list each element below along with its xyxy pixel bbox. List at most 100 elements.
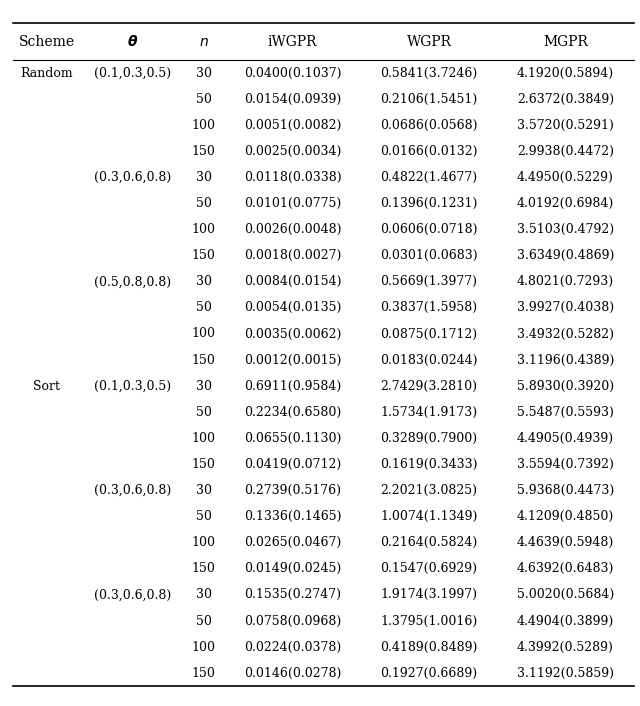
Text: 0.3289(0.7900): 0.3289(0.7900) xyxy=(380,432,477,445)
Text: 0.0026(0.0048): 0.0026(0.0048) xyxy=(244,223,341,236)
Text: 4.4904(0.3899): 4.4904(0.3899) xyxy=(516,614,614,628)
Text: $\boldsymbol{\theta}$: $\boldsymbol{\theta}$ xyxy=(127,34,138,49)
Text: iWGPR: iWGPR xyxy=(268,35,317,49)
Text: 0.5841(3.7246): 0.5841(3.7246) xyxy=(380,66,477,80)
Text: 50: 50 xyxy=(196,406,212,419)
Text: 4.0192(0.6984): 4.0192(0.6984) xyxy=(516,197,614,210)
Text: 1.3795(1.0016): 1.3795(1.0016) xyxy=(380,614,477,628)
Text: 1.9174(3.1997): 1.9174(3.1997) xyxy=(380,588,477,602)
Text: 0.0051(0.0082): 0.0051(0.0082) xyxy=(244,119,341,132)
Text: Scheme: Scheme xyxy=(19,35,75,49)
Text: 150: 150 xyxy=(192,458,216,471)
Text: 3.4932(0.5282): 3.4932(0.5282) xyxy=(517,328,614,340)
Text: 0.5669(1.3977): 0.5669(1.3977) xyxy=(380,275,477,288)
Text: 30: 30 xyxy=(196,275,212,288)
Text: WGPR: WGPR xyxy=(406,35,451,49)
Text: 0.0224(0.0378): 0.0224(0.0378) xyxy=(244,640,341,654)
Text: 0.0183(0.0244): 0.0183(0.0244) xyxy=(380,354,477,366)
Text: 0.0154(0.0939): 0.0154(0.0939) xyxy=(244,92,341,106)
Text: 0.2739(0.5176): 0.2739(0.5176) xyxy=(244,484,341,497)
Text: 50: 50 xyxy=(196,92,212,106)
Text: 0.6911(0.9584): 0.6911(0.9584) xyxy=(244,380,341,393)
Text: 30: 30 xyxy=(196,171,212,184)
Text: 3.5594(0.7392): 3.5594(0.7392) xyxy=(517,458,614,471)
Text: (0.1,0.3,0.5): (0.1,0.3,0.5) xyxy=(93,66,171,80)
Text: 2.2021(3.0825): 2.2021(3.0825) xyxy=(380,484,477,497)
Text: (0.3,0.6,0.8): (0.3,0.6,0.8) xyxy=(93,588,171,602)
Text: 0.0018(0.0027): 0.0018(0.0027) xyxy=(244,249,341,262)
Text: 50: 50 xyxy=(196,301,212,314)
Text: 0.1927(0.6689): 0.1927(0.6689) xyxy=(380,666,477,680)
Text: 0.2106(1.5451): 0.2106(1.5451) xyxy=(380,92,477,106)
Text: 5.8930(0.3920): 5.8930(0.3920) xyxy=(517,380,614,393)
Text: 30: 30 xyxy=(196,484,212,497)
Text: 30: 30 xyxy=(196,588,212,602)
Text: 4.4905(0.4939): 4.4905(0.4939) xyxy=(517,432,614,445)
Text: 150: 150 xyxy=(192,145,216,158)
Text: 0.0419(0.0712): 0.0419(0.0712) xyxy=(244,458,341,471)
Text: 0.0035(0.0062): 0.0035(0.0062) xyxy=(244,328,341,340)
Text: 4.4950(0.5229): 4.4950(0.5229) xyxy=(517,171,614,184)
Text: 0.2164(0.5824): 0.2164(0.5824) xyxy=(380,537,477,549)
Text: 0.0054(0.0135): 0.0054(0.0135) xyxy=(244,301,341,314)
Text: 150: 150 xyxy=(192,249,216,262)
Text: 100: 100 xyxy=(192,432,216,445)
Text: 0.0118(0.0338): 0.0118(0.0338) xyxy=(244,171,341,184)
Text: 5.9368(0.4473): 5.9368(0.4473) xyxy=(516,484,614,497)
Text: (0.1,0.3,0.5): (0.1,0.3,0.5) xyxy=(93,380,171,393)
Text: Random: Random xyxy=(20,66,73,80)
Text: 0.0012(0.0015): 0.0012(0.0015) xyxy=(244,354,341,366)
Text: 4.4639(0.5948): 4.4639(0.5948) xyxy=(516,537,614,549)
Text: 3.6349(0.4869): 3.6349(0.4869) xyxy=(516,249,614,262)
Text: 100: 100 xyxy=(192,328,216,340)
Text: 3.1192(0.5859): 3.1192(0.5859) xyxy=(517,666,614,680)
Text: 0.0265(0.0467): 0.0265(0.0467) xyxy=(244,537,341,549)
Text: 100: 100 xyxy=(192,640,216,654)
Text: 0.1336(0.1465): 0.1336(0.1465) xyxy=(244,510,341,523)
Text: 0.0166(0.0132): 0.0166(0.0132) xyxy=(380,145,477,158)
Text: 0.0758(0.0968): 0.0758(0.0968) xyxy=(244,614,341,628)
Text: 0.1535(0.2747): 0.1535(0.2747) xyxy=(244,588,341,602)
Text: 4.1209(0.4850): 4.1209(0.4850) xyxy=(516,510,614,523)
Text: 0.1619(0.3433): 0.1619(0.3433) xyxy=(380,458,477,471)
Text: 2.9938(0.4472): 2.9938(0.4472) xyxy=(517,145,614,158)
Text: 50: 50 xyxy=(196,197,212,210)
Text: 0.4822(1.4677): 0.4822(1.4677) xyxy=(380,171,477,184)
Text: 0.0084(0.0154): 0.0084(0.0154) xyxy=(244,275,341,288)
Text: 0.0101(0.0775): 0.0101(0.0775) xyxy=(244,197,341,210)
Text: 50: 50 xyxy=(196,510,212,523)
Text: 3.5103(0.4792): 3.5103(0.4792) xyxy=(517,223,614,236)
Text: 4.3992(0.5289): 4.3992(0.5289) xyxy=(517,640,614,654)
Text: (0.3,0.6,0.8): (0.3,0.6,0.8) xyxy=(93,484,171,497)
Text: 0.0149(0.0245): 0.0149(0.0245) xyxy=(244,562,341,575)
Text: 5.0020(0.5684): 5.0020(0.5684) xyxy=(516,588,614,602)
Text: 0.0025(0.0034): 0.0025(0.0034) xyxy=(244,145,341,158)
Text: 0.1547(0.6929): 0.1547(0.6929) xyxy=(380,562,477,575)
Text: 150: 150 xyxy=(192,562,216,575)
Text: 3.1196(0.4389): 3.1196(0.4389) xyxy=(516,354,614,366)
Text: 0.4189(0.8489): 0.4189(0.8489) xyxy=(380,640,477,654)
Text: 0.1396(0.1231): 0.1396(0.1231) xyxy=(380,197,477,210)
Text: 100: 100 xyxy=(192,537,216,549)
Text: 30: 30 xyxy=(196,380,212,393)
Text: 0.3837(1.5958): 0.3837(1.5958) xyxy=(380,301,477,314)
Text: 0.0606(0.0718): 0.0606(0.0718) xyxy=(380,223,477,236)
Text: 0.0875(0.1712): 0.0875(0.1712) xyxy=(380,328,477,340)
Text: 150: 150 xyxy=(192,666,216,680)
Text: 100: 100 xyxy=(192,119,216,132)
Text: 3.5720(0.5291): 3.5720(0.5291) xyxy=(517,119,614,132)
Text: 0.0400(0.1037): 0.0400(0.1037) xyxy=(244,66,341,80)
Text: 150: 150 xyxy=(192,354,216,366)
Text: 0.2234(0.6580): 0.2234(0.6580) xyxy=(244,406,341,419)
Text: Sort: Sort xyxy=(33,380,60,393)
Text: 30: 30 xyxy=(196,66,212,80)
Text: 2.6372(0.3849): 2.6372(0.3849) xyxy=(517,92,614,106)
Text: 0.0301(0.0683): 0.0301(0.0683) xyxy=(380,249,477,262)
Text: 0.0655(0.1130): 0.0655(0.1130) xyxy=(244,432,341,445)
Text: $n$: $n$ xyxy=(199,35,209,49)
Text: MGPR: MGPR xyxy=(543,35,588,49)
Text: 5.5487(0.5593): 5.5487(0.5593) xyxy=(517,406,614,419)
Text: 0.0146(0.0278): 0.0146(0.0278) xyxy=(244,666,341,680)
Text: 4.6392(0.6483): 4.6392(0.6483) xyxy=(516,562,614,575)
Text: 2.7429(3.2810): 2.7429(3.2810) xyxy=(380,380,477,393)
